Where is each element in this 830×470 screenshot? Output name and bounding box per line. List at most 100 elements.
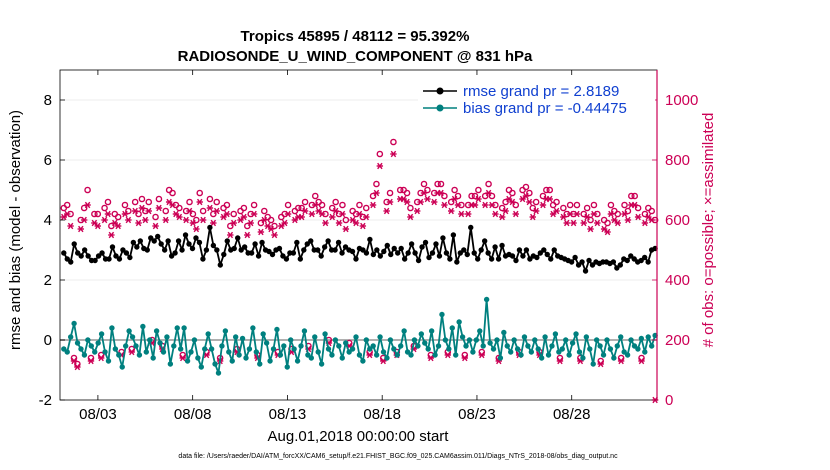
obs-assimilated-point: [267, 225, 275, 233]
rmse-point: [440, 235, 446, 241]
bias-point: [446, 346, 452, 352]
obs-assimilated-point: [600, 225, 608, 233]
rmse-point: [144, 247, 150, 253]
bias-point: [490, 346, 497, 352]
obs-possible-point: [210, 210, 217, 218]
bias-point: [453, 352, 459, 358]
obs-assimilated-point: [607, 210, 615, 218]
bias-point: [208, 346, 215, 352]
bias-point: [181, 325, 187, 331]
bias-point: [167, 361, 174, 367]
y-right-tick-label: 200: [665, 332, 690, 349]
rmse-point: [544, 251, 550, 258]
obs-possible-point: [169, 189, 176, 197]
bias-point: [614, 343, 620, 349]
rmse-point: [78, 253, 84, 259]
obs-assimilated-point: [485, 189, 492, 197]
bias-point: [287, 337, 294, 343]
bias-point: [243, 355, 249, 361]
obs-assimilated-point: [142, 216, 149, 224]
rmse-point: [92, 257, 98, 264]
rmse-point: [106, 256, 112, 262]
rmse-point: [436, 253, 443, 259]
rmse-point: [363, 250, 370, 256]
obs-assimilated-point: [621, 210, 628, 218]
rmse-point: [367, 236, 373, 243]
bias-point: [511, 337, 517, 343]
bias-point: [532, 337, 538, 343]
rmse-point: [461, 247, 467, 253]
bias-point: [618, 334, 624, 340]
rmse-point: [203, 247, 210, 253]
rmse-point: [388, 251, 394, 258]
rmse-point: [231, 245, 237, 252]
bias-point: [576, 349, 583, 355]
obs-assimilated-point: [604, 228, 611, 236]
bias-point: [257, 361, 263, 367]
obs-possible-point: [91, 210, 98, 218]
bias-point: [232, 334, 239, 340]
obs-possible-point: [526, 189, 533, 197]
rmse-point: [269, 251, 276, 258]
bias-point: [566, 352, 572, 358]
obs-possible-point: [634, 204, 642, 212]
bias-point: [147, 337, 153, 343]
bias-point: [415, 343, 421, 349]
obs-possible-point: [532, 198, 540, 206]
bias-point: [563, 337, 569, 343]
obs-possible-point: [199, 207, 207, 215]
rmse-point: [308, 238, 314, 244]
bias-point: [150, 355, 156, 361]
obs-possible-point: [155, 195, 163, 203]
rmse-point: [290, 250, 297, 256]
obs-assimilated-point: [261, 216, 268, 224]
rmse-point: [161, 247, 168, 253]
bias-point: [177, 346, 184, 352]
rmse-point: [200, 256, 206, 262]
bias-point: [191, 337, 198, 343]
data-layer: [60, 138, 659, 404]
bias-point: [497, 355, 504, 361]
obs-assimilated-point: [532, 207, 540, 215]
obs-assimilated-point: [94, 222, 101, 230]
obs-assimilated-point: [206, 204, 214, 212]
obs-assimilated-point: [590, 210, 598, 218]
obs-possible-point: [407, 204, 414, 212]
rmse-point: [398, 245, 404, 252]
bias-point: [81, 352, 88, 358]
obs-possible-point: [257, 219, 265, 227]
rmse-point: [551, 247, 557, 253]
bias-point: [260, 331, 266, 337]
obs-assimilated-point: [77, 225, 84, 233]
obs-possible-point: [553, 198, 560, 206]
y-left-tick-label: 0: [44, 332, 52, 349]
obs-assimilated-point: [570, 219, 577, 227]
obs-possible-point: [318, 201, 326, 209]
bias-point: [545, 352, 552, 358]
bias-point: [373, 352, 380, 358]
rmse-point: [276, 245, 283, 252]
obs-assimilated-point: [641, 219, 649, 227]
y-right-tick-label: 800: [665, 152, 690, 169]
rmse-point: [252, 241, 258, 247]
bias-point: [294, 358, 301, 364]
rmse-point: [116, 256, 123, 262]
bias-point: [624, 352, 631, 358]
obs-possible-point: [369, 192, 377, 200]
rmse-point: [318, 253, 324, 259]
obs-assimilated-point: [431, 198, 438, 206]
obs-possible-point: [223, 201, 231, 209]
obs-assimilated-point: [566, 210, 574, 218]
bias-point: [325, 346, 332, 352]
bias-point: [593, 337, 600, 343]
y-right-tick-label: 600: [665, 212, 690, 229]
obs-possible-point: [94, 210, 102, 218]
bias-point: [449, 325, 455, 331]
obs-assimilated-point: [67, 222, 74, 230]
obs-assimilated-point: [356, 210, 363, 218]
bias-point: [122, 343, 129, 349]
bias-point: [597, 343, 603, 349]
obs-assimilated-point: [70, 357, 78, 365]
obs-possible-point: [424, 186, 431, 194]
obs-possible-point: [529, 204, 537, 212]
